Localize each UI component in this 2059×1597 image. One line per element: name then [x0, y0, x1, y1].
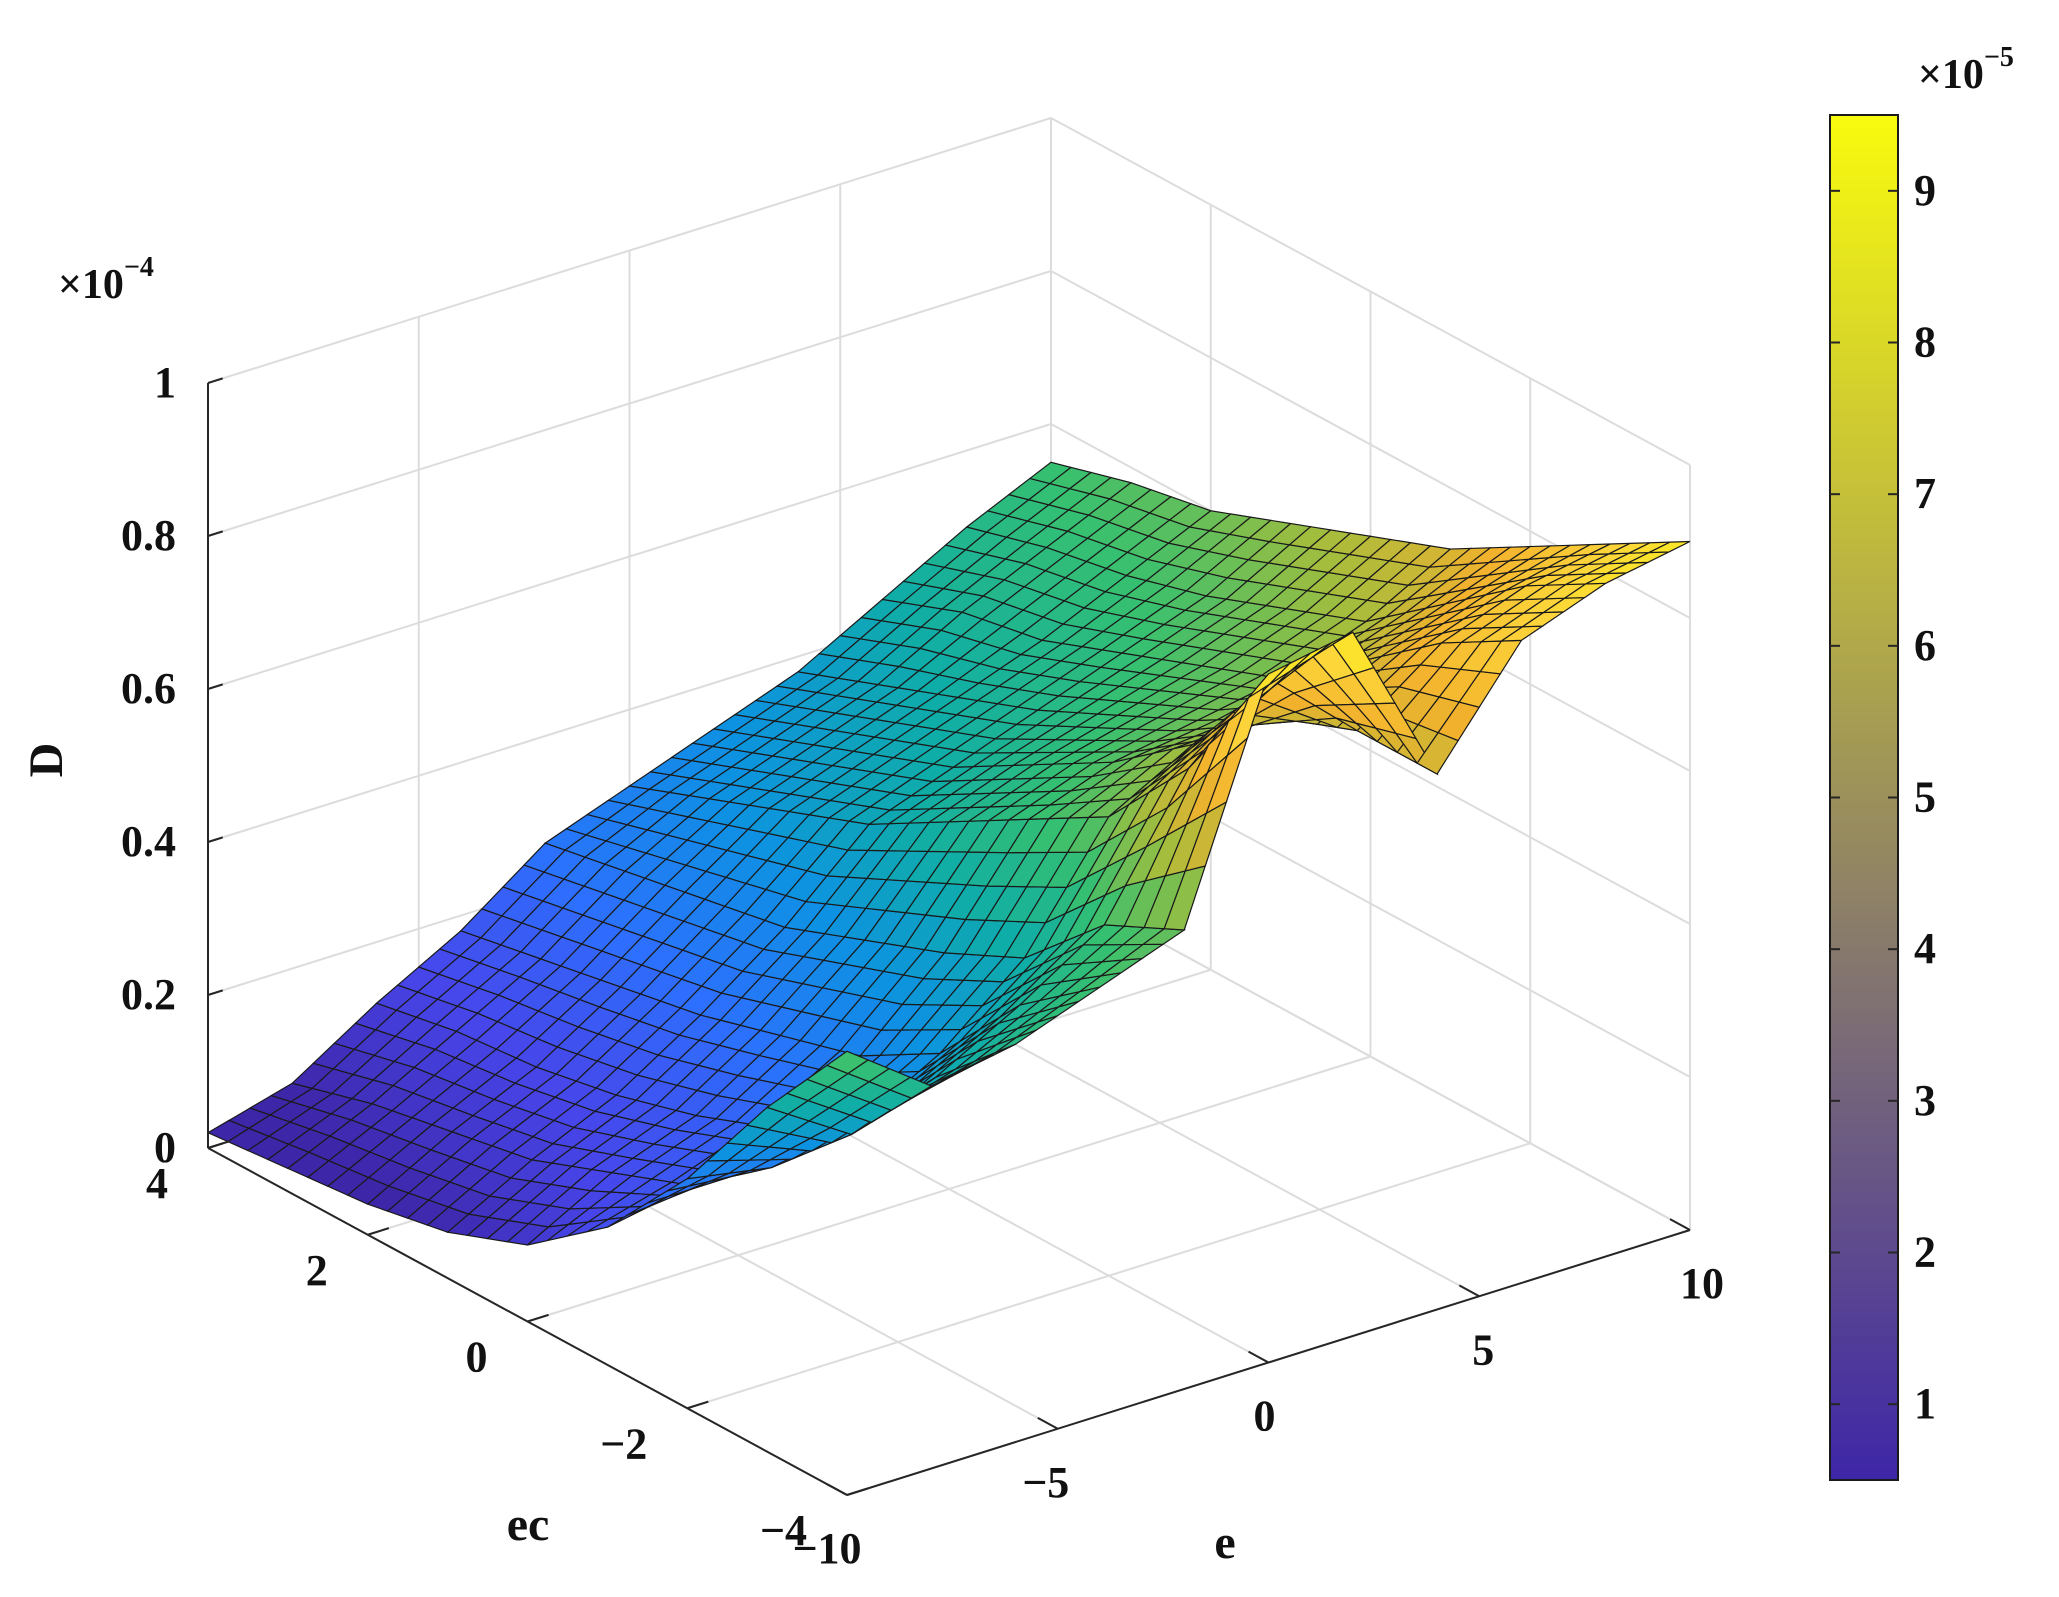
z-axis: 0 0.2 0.4 0.6 0.8 1 ×10−4 D: [20, 252, 176, 1172]
surface-cell: [1648, 540, 1691, 554]
grid-line: [527, 1055, 1371, 1323]
grid-line: [686, 1142, 1531, 1410]
tick-marks: [207, 377, 1691, 1496]
e-tick-label: 5: [1472, 1325, 1494, 1374]
plot-axes: [206, 117, 1691, 1496]
z-tick-label: 0.6: [121, 664, 176, 713]
colorbar-tick-label: 2: [1914, 1228, 1936, 1277]
colorbar-tick-label: 6: [1914, 621, 1936, 670]
colorbar-tick-label: 1: [1914, 1379, 1936, 1428]
z-tick-mark: [207, 377, 224, 384]
z-multiplier: ×10−4: [58, 252, 154, 308]
colorbar-tick-label: 9: [1914, 166, 1936, 215]
grid-line: [207, 117, 1052, 384]
e-tick-label: −5: [1022, 1458, 1069, 1507]
e-axis-label: e: [1214, 1516, 1235, 1569]
colorbar-tick-label: 5: [1914, 773, 1936, 822]
z-tick-label: 0.2: [121, 970, 176, 1019]
ec-tick-label: 0: [466, 1333, 488, 1382]
colorbar-tick-label: 8: [1914, 318, 1936, 367]
z-multiplier-exp: −4: [124, 252, 154, 283]
ec-tick-mark: [686, 1400, 709, 1410]
e-tick-label: 0: [1254, 1392, 1276, 1441]
ec-tick-mark: [367, 1227, 390, 1236]
e-tick-label: −10: [792, 1524, 861, 1573]
colorbar-ticks: 1 2 3 4 5 6 7 8 9: [1830, 166, 1936, 1428]
z-tick-mark: [207, 1142, 224, 1149]
colorbar-gradient: [1829, 114, 1899, 1481]
z-axis-label: D: [20, 743, 73, 778]
grid-line: [207, 423, 1052, 690]
z-tick-labels: 0 0.2 0.4 0.6 0.8 1: [121, 358, 176, 1172]
z-tick-mark: [207, 530, 224, 537]
ec-tick-label: 4: [146, 1159, 168, 1208]
e-tick-mark: [1037, 1417, 1059, 1430]
z-tick-mark: [207, 989, 224, 996]
grid-line: [1050, 117, 1691, 466]
colorbar-multiplier-base: ×10: [1918, 52, 1984, 98]
e-tick-mark: [1669, 1218, 1691, 1231]
ec-tick-label: −4: [760, 1506, 807, 1555]
surface-mesh: [206, 461, 1691, 1246]
colorbar-tick-label: 4: [1914, 924, 1936, 973]
grid-line: [207, 270, 1052, 537]
ec-tick-label: −2: [600, 1419, 647, 1468]
z-tick-label: 0: [154, 1123, 176, 1172]
e-tick-label: 10: [1680, 1259, 1724, 1308]
z-tick-label: 1: [154, 358, 176, 407]
e-tick-mark: [1248, 1350, 1269, 1364]
e-tick-mark: [826, 1483, 848, 1496]
e-axis: −10 −5 0 5 10 e: [792, 1259, 1724, 1573]
ec-axis-label: ec: [507, 1498, 550, 1551]
z-tick-label: 0.4: [121, 817, 176, 866]
ec-tick-mark: [527, 1313, 549, 1323]
ec-axis: −4 −2 0 2 4 ec: [146, 1159, 807, 1555]
e-tick-labels: −10 −5 0 5 10: [792, 1259, 1724, 1573]
z-multiplier-base: ×10: [58, 262, 124, 308]
z-tick-mark: [207, 836, 224, 843]
colorbar: 1 2 3 4 5 6 7 8 9 ×10−5: [1829, 42, 2014, 1481]
e-tick-mark: [1458, 1284, 1480, 1298]
ec-tick-mark: [846, 1487, 869, 1496]
colorbar-multiplier-exp: −5: [1984, 42, 2014, 73]
z-tick-mark: [207, 683, 224, 690]
colorbar-multiplier: ×10−5: [1918, 42, 2014, 98]
colorbar-tick-label: 3: [1914, 1076, 1936, 1125]
ec-tick-label: 2: [306, 1246, 328, 1295]
colorbar-tick-label: 7: [1914, 469, 1936, 518]
ec-tick-labels: −4 −2 0 2 4: [146, 1159, 807, 1555]
z-tick-label: 0.8: [121, 511, 176, 560]
